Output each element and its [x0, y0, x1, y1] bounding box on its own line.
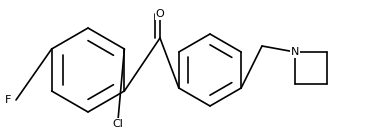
Text: O: O [155, 9, 164, 19]
Text: Cl: Cl [113, 119, 124, 129]
Text: F: F [5, 95, 11, 105]
Text: N: N [291, 47, 299, 57]
